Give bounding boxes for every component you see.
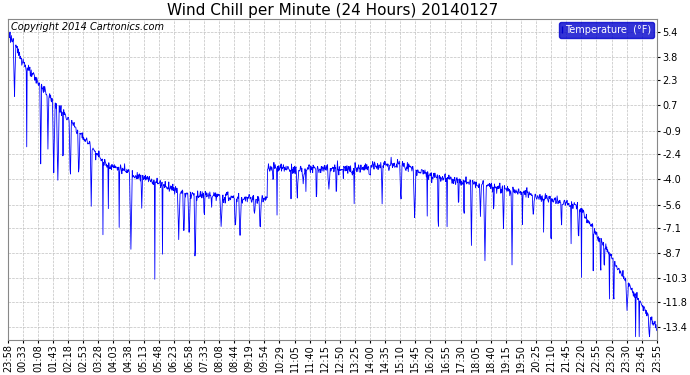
- Title: Wind Chill per Minute (24 Hours) 20140127: Wind Chill per Minute (24 Hours) 2014012…: [167, 3, 498, 18]
- Legend: Temperature  (°F): Temperature (°F): [559, 22, 654, 38]
- Text: Copyright 2014 Cartronics.com: Copyright 2014 Cartronics.com: [11, 22, 164, 32]
